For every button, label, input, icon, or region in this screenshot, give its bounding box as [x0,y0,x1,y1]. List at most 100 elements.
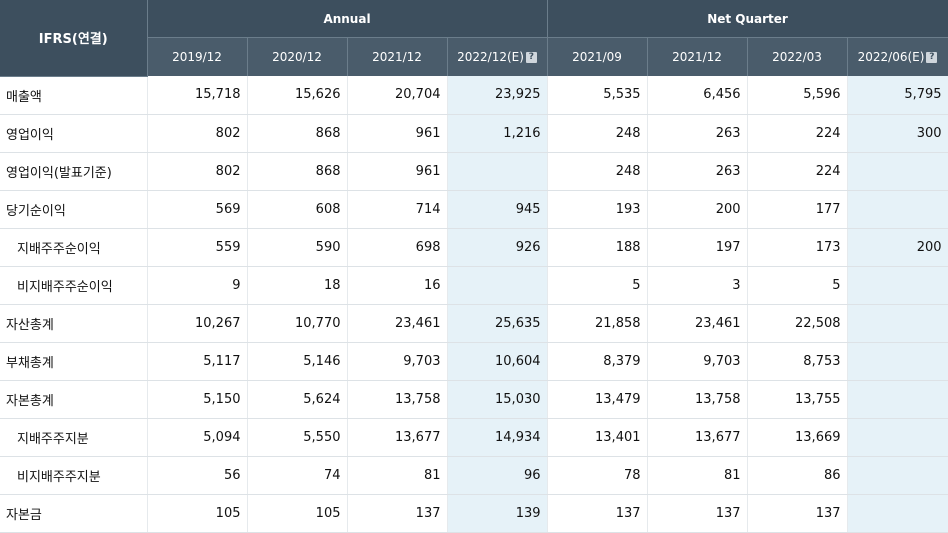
table-cell: 248 [547,114,648,153]
table-cell: 13,669 [747,418,848,457]
column-header-label: 2022/03 [772,50,822,64]
table-cell: 197 [647,228,748,267]
table-cell: 56 [147,456,248,495]
table-row: 자본금 105 105 137 139 137 137 137 [0,494,948,533]
column-header-label: 2022/12(E) [457,50,524,64]
column-header: 2022/06(E)? [847,37,948,76]
table-cell [847,380,948,419]
table-cell: 25,635 [447,304,548,343]
table-row: 매출액 15,718 15,626 20,704 23,925 5,535 6,456 5,5… [0,76,948,115]
table-cell: 15,626 [247,76,348,115]
table-cell: 926 [447,228,548,267]
table-cell: 263 [647,152,748,191]
table-cell: 18 [247,266,348,305]
row-label: 비지배주주순이익 [0,266,148,305]
table-cell: 868 [247,114,348,153]
table-row: 부채총계 5,117 5,146 9,703 10,604 8,379 9,703 8,753 [0,342,948,381]
table-cell: 14,934 [447,418,548,457]
table-cell: 5 [747,266,848,305]
table-cell: 137 [347,494,448,533]
table-cell: 16 [347,266,448,305]
table-cell: 5,117 [147,342,248,381]
table-cell [447,266,548,305]
table-cell: 21,858 [547,304,648,343]
table-cell: 23,925 [447,76,548,115]
table-cell: 81 [347,456,448,495]
column-header: 2022/03 [747,37,848,76]
table-cell: 698 [347,228,448,267]
table-cell: 9,703 [647,342,748,381]
table-row: 자본총계 5,150 5,624 13,758 15,030 13,479 13,758 13… [0,380,948,419]
table-cell: 137 [647,494,748,533]
table-cell: 23,461 [647,304,748,343]
table-cell: 5 [547,266,648,305]
table-cell: 74 [247,456,348,495]
table-cell: 608 [247,190,348,229]
table-cell: 9 [147,266,248,305]
table-cell: 3 [647,266,748,305]
table-cell: 224 [747,114,848,153]
table-cell [847,342,948,381]
table-cell: 10,770 [247,304,348,343]
table-cell: 8,753 [747,342,848,381]
row-label: 자본금 [0,494,148,533]
table-cell: 13,479 [547,380,648,419]
row-label: 매출액 [0,76,148,115]
table-cell: 590 [247,228,348,267]
table-cell: 5,624 [247,380,348,419]
table-cell: 78 [547,456,648,495]
table-cell: 200 [647,190,748,229]
column-header-label: 2019/12 [172,50,222,64]
quarter-group-header: Net Quarter [547,0,948,38]
row-label: 영업이익(발표기준) [0,152,148,191]
table-row: 자산총계 10,267 10,770 23,461 25,635 21,858 23,461… [0,304,948,343]
table-cell: 193 [547,190,648,229]
column-header: 2019/12 [147,37,248,76]
table-row: 지배주주순이익 559 590 698 926 188 197 173 200 [0,228,948,267]
table-cell: 188 [547,228,648,267]
table-cell: 23,461 [347,304,448,343]
table-cell: 13,401 [547,418,648,457]
table-cell [847,266,948,305]
column-header: 2022/12(E)? [447,37,548,76]
column-header-label: 2021/12 [672,50,722,64]
column-header-label: 2021/12 [372,50,422,64]
table-cell: 945 [447,190,548,229]
table-cell: 13,755 [747,380,848,419]
table-cell: 105 [147,494,248,533]
column-header: 2021/12 [647,37,748,76]
row-label: 부채총계 [0,342,148,381]
row-label: 영업이익 [0,114,148,153]
table-row: 영업이익 802 868 961 1,216 248 263 224 300 [0,114,948,153]
table-cell: 13,677 [347,418,448,457]
table-cell: 173 [747,228,848,267]
table-cell: 177 [747,190,848,229]
table-cell: 300 [847,114,948,153]
table-cell: 200 [847,228,948,267]
row-label: 자산총계 [0,304,148,343]
table-row: 비지배주주지분 56 74 81 96 78 81 86 [0,456,948,495]
help-icon[interactable]: ? [926,52,938,63]
table-cell: 10,604 [447,342,548,381]
table-cell: 137 [747,494,848,533]
column-header: 2021/09 [547,37,648,76]
table-cell [847,304,948,343]
table-cell: 15,030 [447,380,548,419]
row-label: 당기순이익 [0,190,148,229]
table-cell: 10,267 [147,304,248,343]
table-cell [847,418,948,457]
table-cell: 6,456 [647,76,748,115]
table-cell: 5,094 [147,418,248,457]
table-cell: 1,216 [447,114,548,153]
table-cell: 13,758 [647,380,748,419]
table-cell: 961 [347,114,448,153]
table-cell: 5,535 [547,76,648,115]
table-cell: 5,795 [847,76,948,115]
table-cell [847,152,948,191]
table-row: 비지배주주순이익 9 18 16 5 3 5 [0,266,948,305]
table-cell: 263 [647,114,748,153]
table-cell: 224 [747,152,848,191]
help-icon[interactable]: ? [525,52,537,63]
table-cell: 5,146 [247,342,348,381]
